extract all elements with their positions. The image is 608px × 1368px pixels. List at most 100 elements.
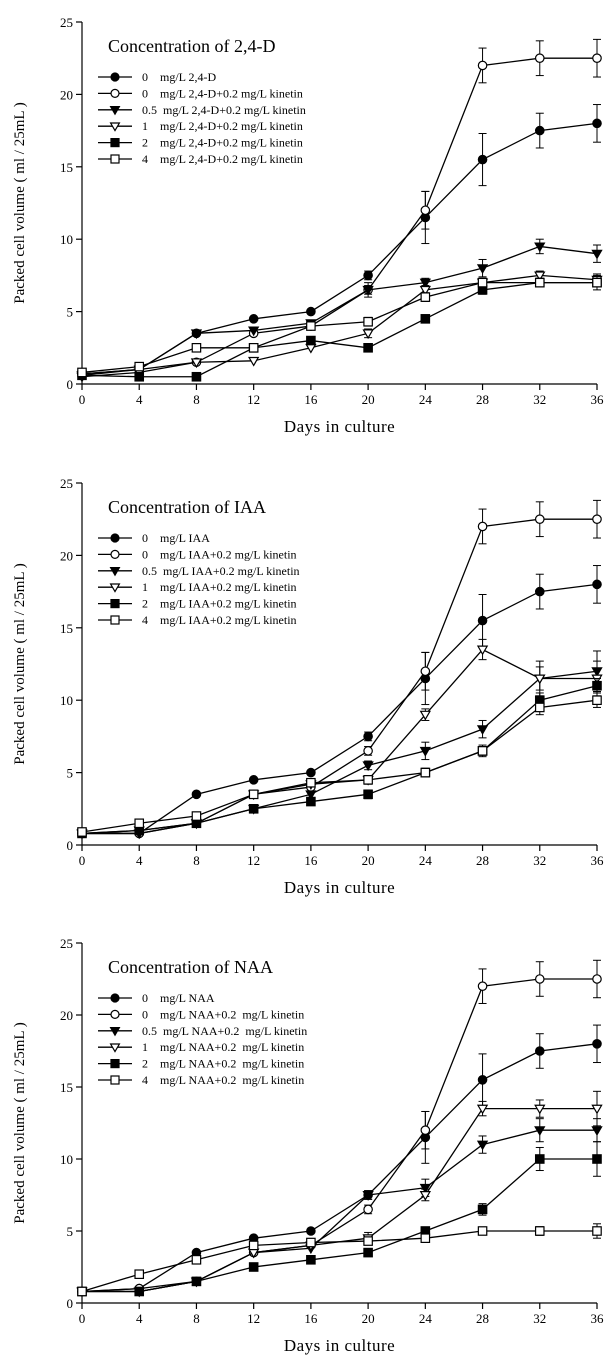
data-point xyxy=(534,674,546,685)
legend-marker xyxy=(110,72,120,82)
legend-marker xyxy=(110,1058,120,1069)
y-tick-label: 20 xyxy=(60,87,73,102)
data-point xyxy=(476,725,489,735)
y-tick-label: 15 xyxy=(60,621,73,636)
data-point xyxy=(592,514,602,524)
legend-marker xyxy=(109,566,121,577)
data-point xyxy=(420,666,431,677)
series-line xyxy=(81,1230,597,1293)
series-4 xyxy=(76,270,603,383)
data-point xyxy=(420,1125,431,1135)
y-tick-label: 5 xyxy=(67,1224,74,1239)
series-line xyxy=(81,648,597,835)
y-tick-label: 25 xyxy=(60,936,73,951)
data-point xyxy=(592,1226,602,1236)
x-tick-label: 20 xyxy=(362,853,375,868)
data-point xyxy=(248,326,260,337)
data-point xyxy=(363,1247,373,1258)
series-line xyxy=(81,978,597,1293)
legend-label: 0 mg/L 2,4-D xyxy=(142,70,217,84)
series-line xyxy=(82,583,598,835)
series-line xyxy=(81,685,598,835)
data-point xyxy=(477,1226,488,1236)
data-point xyxy=(420,767,431,778)
y-axis-label: Packed cell volume ( ml / 25mL ) xyxy=(12,1022,28,1223)
data-point xyxy=(534,53,545,63)
data-point xyxy=(534,242,546,253)
data-point xyxy=(248,1262,259,1272)
y-tick-label: 0 xyxy=(67,1296,74,1311)
y-tick-label: 5 xyxy=(67,766,74,781)
data-point xyxy=(477,1204,488,1215)
x-tick-label: 4 xyxy=(136,392,143,407)
data-point xyxy=(191,811,202,821)
data-point xyxy=(477,615,488,626)
y-tick-label: 10 xyxy=(60,1152,73,1167)
y-tick-label: 15 xyxy=(60,160,73,175)
data-point xyxy=(248,775,259,785)
legend-marker xyxy=(110,598,120,609)
data-point xyxy=(477,60,488,71)
data-point xyxy=(191,371,202,382)
data-point xyxy=(419,1183,431,1194)
legend-label: 0.5 mg/L IAA+0.2 mg/L kinetin xyxy=(142,564,300,578)
data-point xyxy=(592,1154,602,1164)
series-5 xyxy=(77,274,602,382)
data-point xyxy=(591,1104,603,1115)
series-line xyxy=(82,1129,597,1293)
chart-title: Concentration of 2,4-D xyxy=(108,36,275,56)
data-point xyxy=(534,586,545,597)
data-point xyxy=(306,767,316,778)
data-point xyxy=(591,1126,603,1137)
data-point xyxy=(477,277,488,288)
data-point xyxy=(363,731,373,742)
data-point xyxy=(476,1140,489,1151)
x-tick-label: 32 xyxy=(533,1311,546,1326)
legend-marker xyxy=(110,1009,120,1020)
y-tick-label: 0 xyxy=(67,838,74,853)
data-point xyxy=(534,125,545,136)
legend-label: 2 mg/L 2,4-D+0.2 mg/L kinetin xyxy=(142,136,303,150)
data-point xyxy=(592,53,602,63)
legend-label: 2 mg/L IAA+0.2 mg/L kinetin xyxy=(142,597,297,611)
x-tick-label: 28 xyxy=(476,853,489,868)
series-5 xyxy=(77,1141,602,1297)
x-tick-label: 0 xyxy=(79,392,86,407)
x-tick-label: 16 xyxy=(304,853,318,868)
legend: 0 mg/L NAA 0 mg/L NAA+0.2 mg/L kinetin 0.5… xyxy=(98,991,307,1087)
data-point xyxy=(134,1286,145,1297)
x-axis-label: Days in culture xyxy=(284,1336,395,1355)
data-point xyxy=(306,777,316,788)
data-point xyxy=(363,343,373,353)
data-point xyxy=(190,329,203,340)
legend-label: 0.5 mg/L 2,4-D+0.2 mg/L kinetin xyxy=(142,103,306,117)
x-tick-label: 0 xyxy=(79,853,86,868)
series-3 xyxy=(76,650,603,840)
data-point xyxy=(592,695,602,705)
legend: 0 mg/L IAA 0 mg/L IAA+0.2 mg/L kinetin 0.5… xyxy=(98,531,300,627)
x-tick-label: 28 xyxy=(476,392,489,407)
legend-label: 2 mg/L NAA+0.2 mg/L kinetin xyxy=(142,1057,304,1071)
legend-marker xyxy=(109,1043,121,1053)
y-tick-label: 25 xyxy=(60,15,73,30)
x-tick-label: 20 xyxy=(362,1311,375,1326)
data-point xyxy=(362,285,374,296)
data-point xyxy=(592,680,602,691)
legend-label: 0 mg/L IAA+0.2 mg/L kinetin xyxy=(142,547,297,561)
data-point xyxy=(248,789,259,800)
legend-marker xyxy=(109,583,121,593)
data-point xyxy=(534,271,546,282)
y-tick-label: 0 xyxy=(67,377,74,392)
x-tick-label: 12 xyxy=(247,1311,260,1326)
chart-panel-3: 0 5 10 15 20 25 0 4 8 12 16 20 24 28 32 36 Days in cultu… xyxy=(12,936,604,1355)
data-point xyxy=(248,356,260,367)
series-line xyxy=(81,274,598,378)
y-tick-label: 20 xyxy=(60,548,73,563)
data-point xyxy=(248,803,259,814)
x-tick-label: 0 xyxy=(79,1311,86,1326)
legend: 0 mg/L 2,4-D 0 mg/L 2,4-D+0.2 mg/L kineti… xyxy=(98,70,306,166)
data-point xyxy=(592,277,602,288)
data-point xyxy=(592,974,602,984)
series-line xyxy=(81,699,598,833)
